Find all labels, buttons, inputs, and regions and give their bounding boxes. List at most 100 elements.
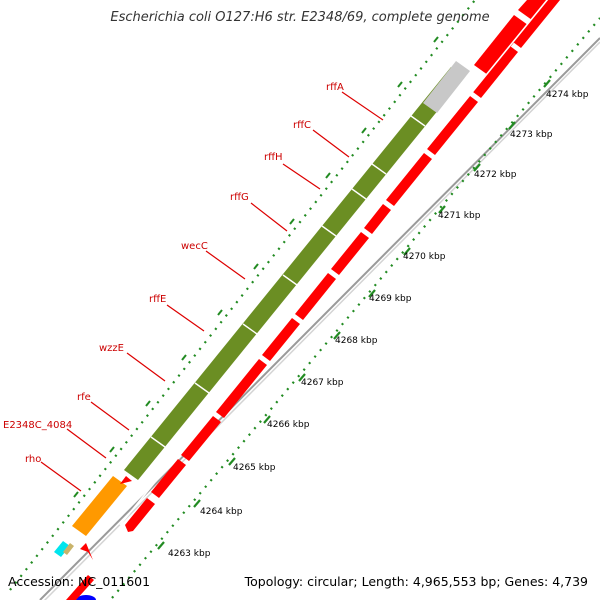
gene-label: rfe xyxy=(77,392,91,403)
red-feature-top xyxy=(474,15,528,75)
red-feature xyxy=(473,46,518,98)
tick-label: 4273 kbp xyxy=(510,130,553,140)
green-feature-separators xyxy=(150,115,426,448)
inner-tick xyxy=(438,205,446,214)
red-feature-bottom xyxy=(66,575,94,600)
separator xyxy=(150,436,166,448)
tick-label: 4264 kbp xyxy=(200,507,243,517)
red-feature xyxy=(386,153,432,206)
accession-label: Accession: NC_011601 xyxy=(8,574,151,589)
gene-label: wecC xyxy=(181,241,208,252)
tick-label: 4274 kbp xyxy=(546,90,589,100)
gene-labels: rffA rffC rffH rffG wecC rffE wzzE rfe E… xyxy=(3,82,344,465)
separator xyxy=(371,163,387,175)
red-feature xyxy=(427,96,478,155)
inner-tick xyxy=(157,541,165,550)
gene-label: rffC xyxy=(293,120,311,131)
outer-tick xyxy=(145,400,151,407)
inner-tick xyxy=(403,247,411,256)
inner-tick xyxy=(368,289,376,298)
gene-label: rffE xyxy=(149,294,166,305)
tan-feature xyxy=(63,543,74,555)
leader-line xyxy=(66,428,107,459)
red-feature xyxy=(151,459,186,498)
topology-label: Topology: circular; Length: 4,965,553 bp… xyxy=(244,574,588,589)
inner-tick xyxy=(263,415,271,424)
outer-dotted-ring xyxy=(9,0,476,591)
gene-label: rho xyxy=(25,454,41,465)
tick-label: 4267 kbp xyxy=(301,378,344,388)
gene-label: rffA xyxy=(326,82,344,93)
tick-label: 4263 kbp xyxy=(168,549,211,559)
orange-feature xyxy=(72,476,127,536)
red-feature xyxy=(125,498,155,532)
tick-labels: 4263 kbp 4264 kbp 4265 kbp 4266 kbp 4267… xyxy=(168,90,589,559)
outer-tick xyxy=(325,172,331,179)
backbone-shadow xyxy=(42,41,600,603)
outer-tick xyxy=(253,263,259,270)
gene-leaders xyxy=(40,91,384,492)
red-feature xyxy=(216,359,267,418)
inner-tick xyxy=(298,373,306,382)
gene-label: wzzE xyxy=(99,343,124,354)
inner-tick xyxy=(508,121,516,130)
outer-tick xyxy=(289,218,295,225)
gray-feature xyxy=(423,61,470,113)
red-feature xyxy=(80,543,93,560)
separator xyxy=(410,115,426,127)
outer-ticks xyxy=(73,36,439,498)
map-title: Escherichia coli O127:H6 str. E2348/69, … xyxy=(110,10,490,25)
gene-label: rffH xyxy=(264,152,283,163)
separator xyxy=(282,274,298,286)
leader-line xyxy=(205,250,246,280)
inner-gap-lines xyxy=(119,0,549,526)
outer-tick xyxy=(217,309,223,316)
inner-tick xyxy=(228,457,236,466)
gene-label: E2348C_4084 xyxy=(3,420,72,431)
tick-label: 4269 kbp xyxy=(369,294,412,304)
red-feature xyxy=(513,0,560,48)
leader-line xyxy=(166,304,205,332)
red-feature xyxy=(120,476,132,484)
red-feature xyxy=(331,232,369,275)
leader-line xyxy=(250,202,288,232)
separator xyxy=(321,225,337,237)
outer-tick xyxy=(397,81,403,88)
tick-label: 4268 kbp xyxy=(335,336,378,346)
inner-dotted-ring xyxy=(111,17,600,599)
leader-line xyxy=(90,401,130,431)
separator xyxy=(242,323,258,335)
red-feature xyxy=(262,318,300,361)
outer-tick xyxy=(109,446,115,453)
inner-tick xyxy=(473,163,481,172)
leader-line xyxy=(341,91,384,121)
inner-ticks xyxy=(157,79,551,550)
leader-line xyxy=(40,461,82,492)
reverse-features xyxy=(80,0,560,560)
inner-tick xyxy=(333,331,341,340)
backbone-line xyxy=(39,37,600,601)
tick-label: 4266 kbp xyxy=(267,420,310,430)
separator xyxy=(194,382,210,394)
tick-label: 4270 kbp xyxy=(403,252,446,262)
red-feature xyxy=(364,204,391,234)
forward-features xyxy=(54,0,552,557)
outer-tick xyxy=(73,491,79,498)
tick-label: 4265 kbp xyxy=(233,463,276,473)
outer-tick xyxy=(361,127,367,134)
cyan-feature xyxy=(54,541,70,557)
gene-label: rffG xyxy=(230,192,249,203)
leader-line xyxy=(282,163,321,190)
inner-tick xyxy=(543,79,551,88)
gap-line xyxy=(119,0,549,526)
leader-line xyxy=(312,129,350,158)
leader-line xyxy=(126,352,166,382)
red-feature xyxy=(181,416,221,461)
outer-tick xyxy=(181,354,187,361)
separator xyxy=(351,188,367,200)
outer-tick xyxy=(433,36,439,43)
red-feature xyxy=(295,273,336,320)
tick-label: 4272 kbp xyxy=(474,170,517,180)
